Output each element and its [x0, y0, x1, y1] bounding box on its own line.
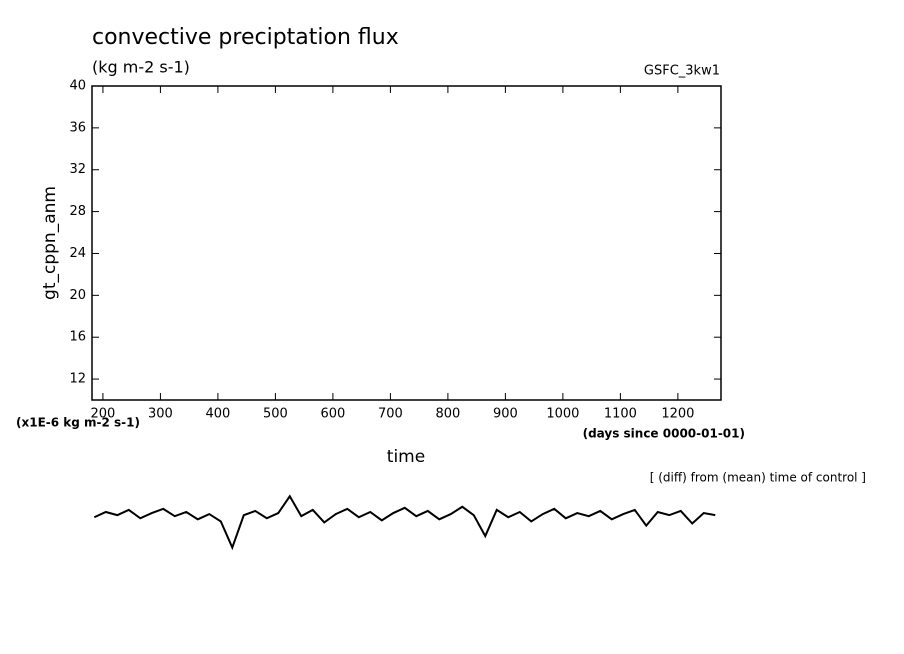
x-tick-label: 900	[493, 407, 518, 422]
y-tick-label: 24	[69, 246, 86, 261]
x-tick-label: 500	[263, 407, 288, 422]
run-label: GSFC_3kw1	[644, 64, 720, 79]
y-tick-label: 40	[69, 79, 86, 94]
x-tick-label: 1100	[604, 407, 637, 422]
x-tick-label: 200	[91, 407, 116, 422]
subtitle: (kg m-2 s-1)	[92, 58, 190, 77]
plot-frame	[91, 85, 722, 401]
y-tick-label: 16	[69, 330, 86, 345]
x-tick-label: 1000	[546, 407, 579, 422]
y-tick-label: 32	[69, 162, 86, 177]
x-tick-label: 1200	[661, 407, 694, 422]
annotation: [ (diff) from (mean) time of control ]	[650, 471, 866, 485]
y-tick-label: 28	[69, 204, 86, 219]
y-tick-label: 20	[69, 288, 86, 303]
x-tick-label: 400	[206, 407, 231, 422]
x-axis-label: time	[387, 447, 425, 467]
x-tick-label: 300	[148, 407, 173, 422]
x-tick-label: 600	[320, 407, 345, 422]
y-tick-label: 36	[69, 120, 86, 135]
y-tick-label: 12	[69, 372, 86, 387]
y-axis-label: gt_cppn_anm	[40, 186, 60, 300]
x-units: (days since 0000-01-01)	[583, 427, 745, 441]
x-tick-label: 800	[435, 407, 460, 422]
chart-title: convective preciptation flux	[92, 25, 399, 50]
x-tick-label: 700	[378, 407, 403, 422]
data-line	[93, 494, 716, 551]
y-units: (x1E-6 kg m-2 s-1)	[16, 416, 140, 430]
